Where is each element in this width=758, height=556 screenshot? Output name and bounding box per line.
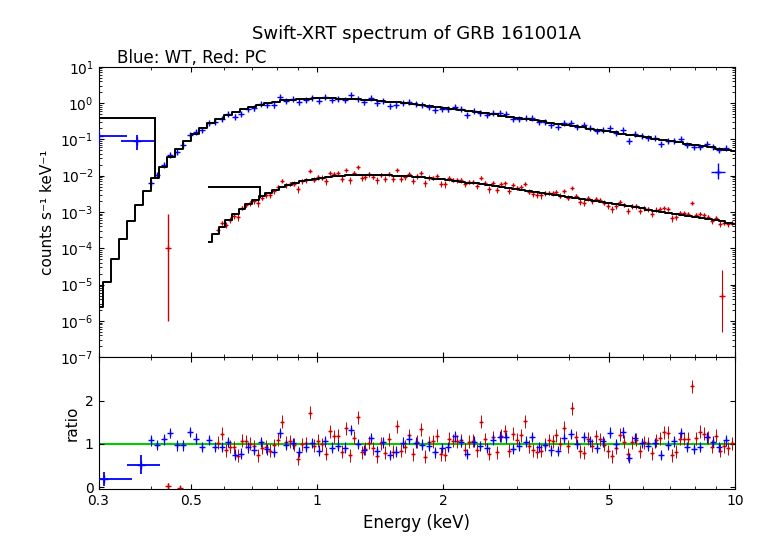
X-axis label: Energy (keV): Energy (keV) — [363, 514, 471, 532]
Text: Swift-XRT spectrum of GRB 161001A: Swift-XRT spectrum of GRB 161001A — [252, 25, 581, 43]
Y-axis label: counts s⁻¹ keV⁻¹: counts s⁻¹ keV⁻¹ — [39, 150, 55, 275]
Text: Blue: WT, Red: PC: Blue: WT, Red: PC — [117, 49, 267, 67]
Y-axis label: ratio: ratio — [64, 405, 80, 441]
